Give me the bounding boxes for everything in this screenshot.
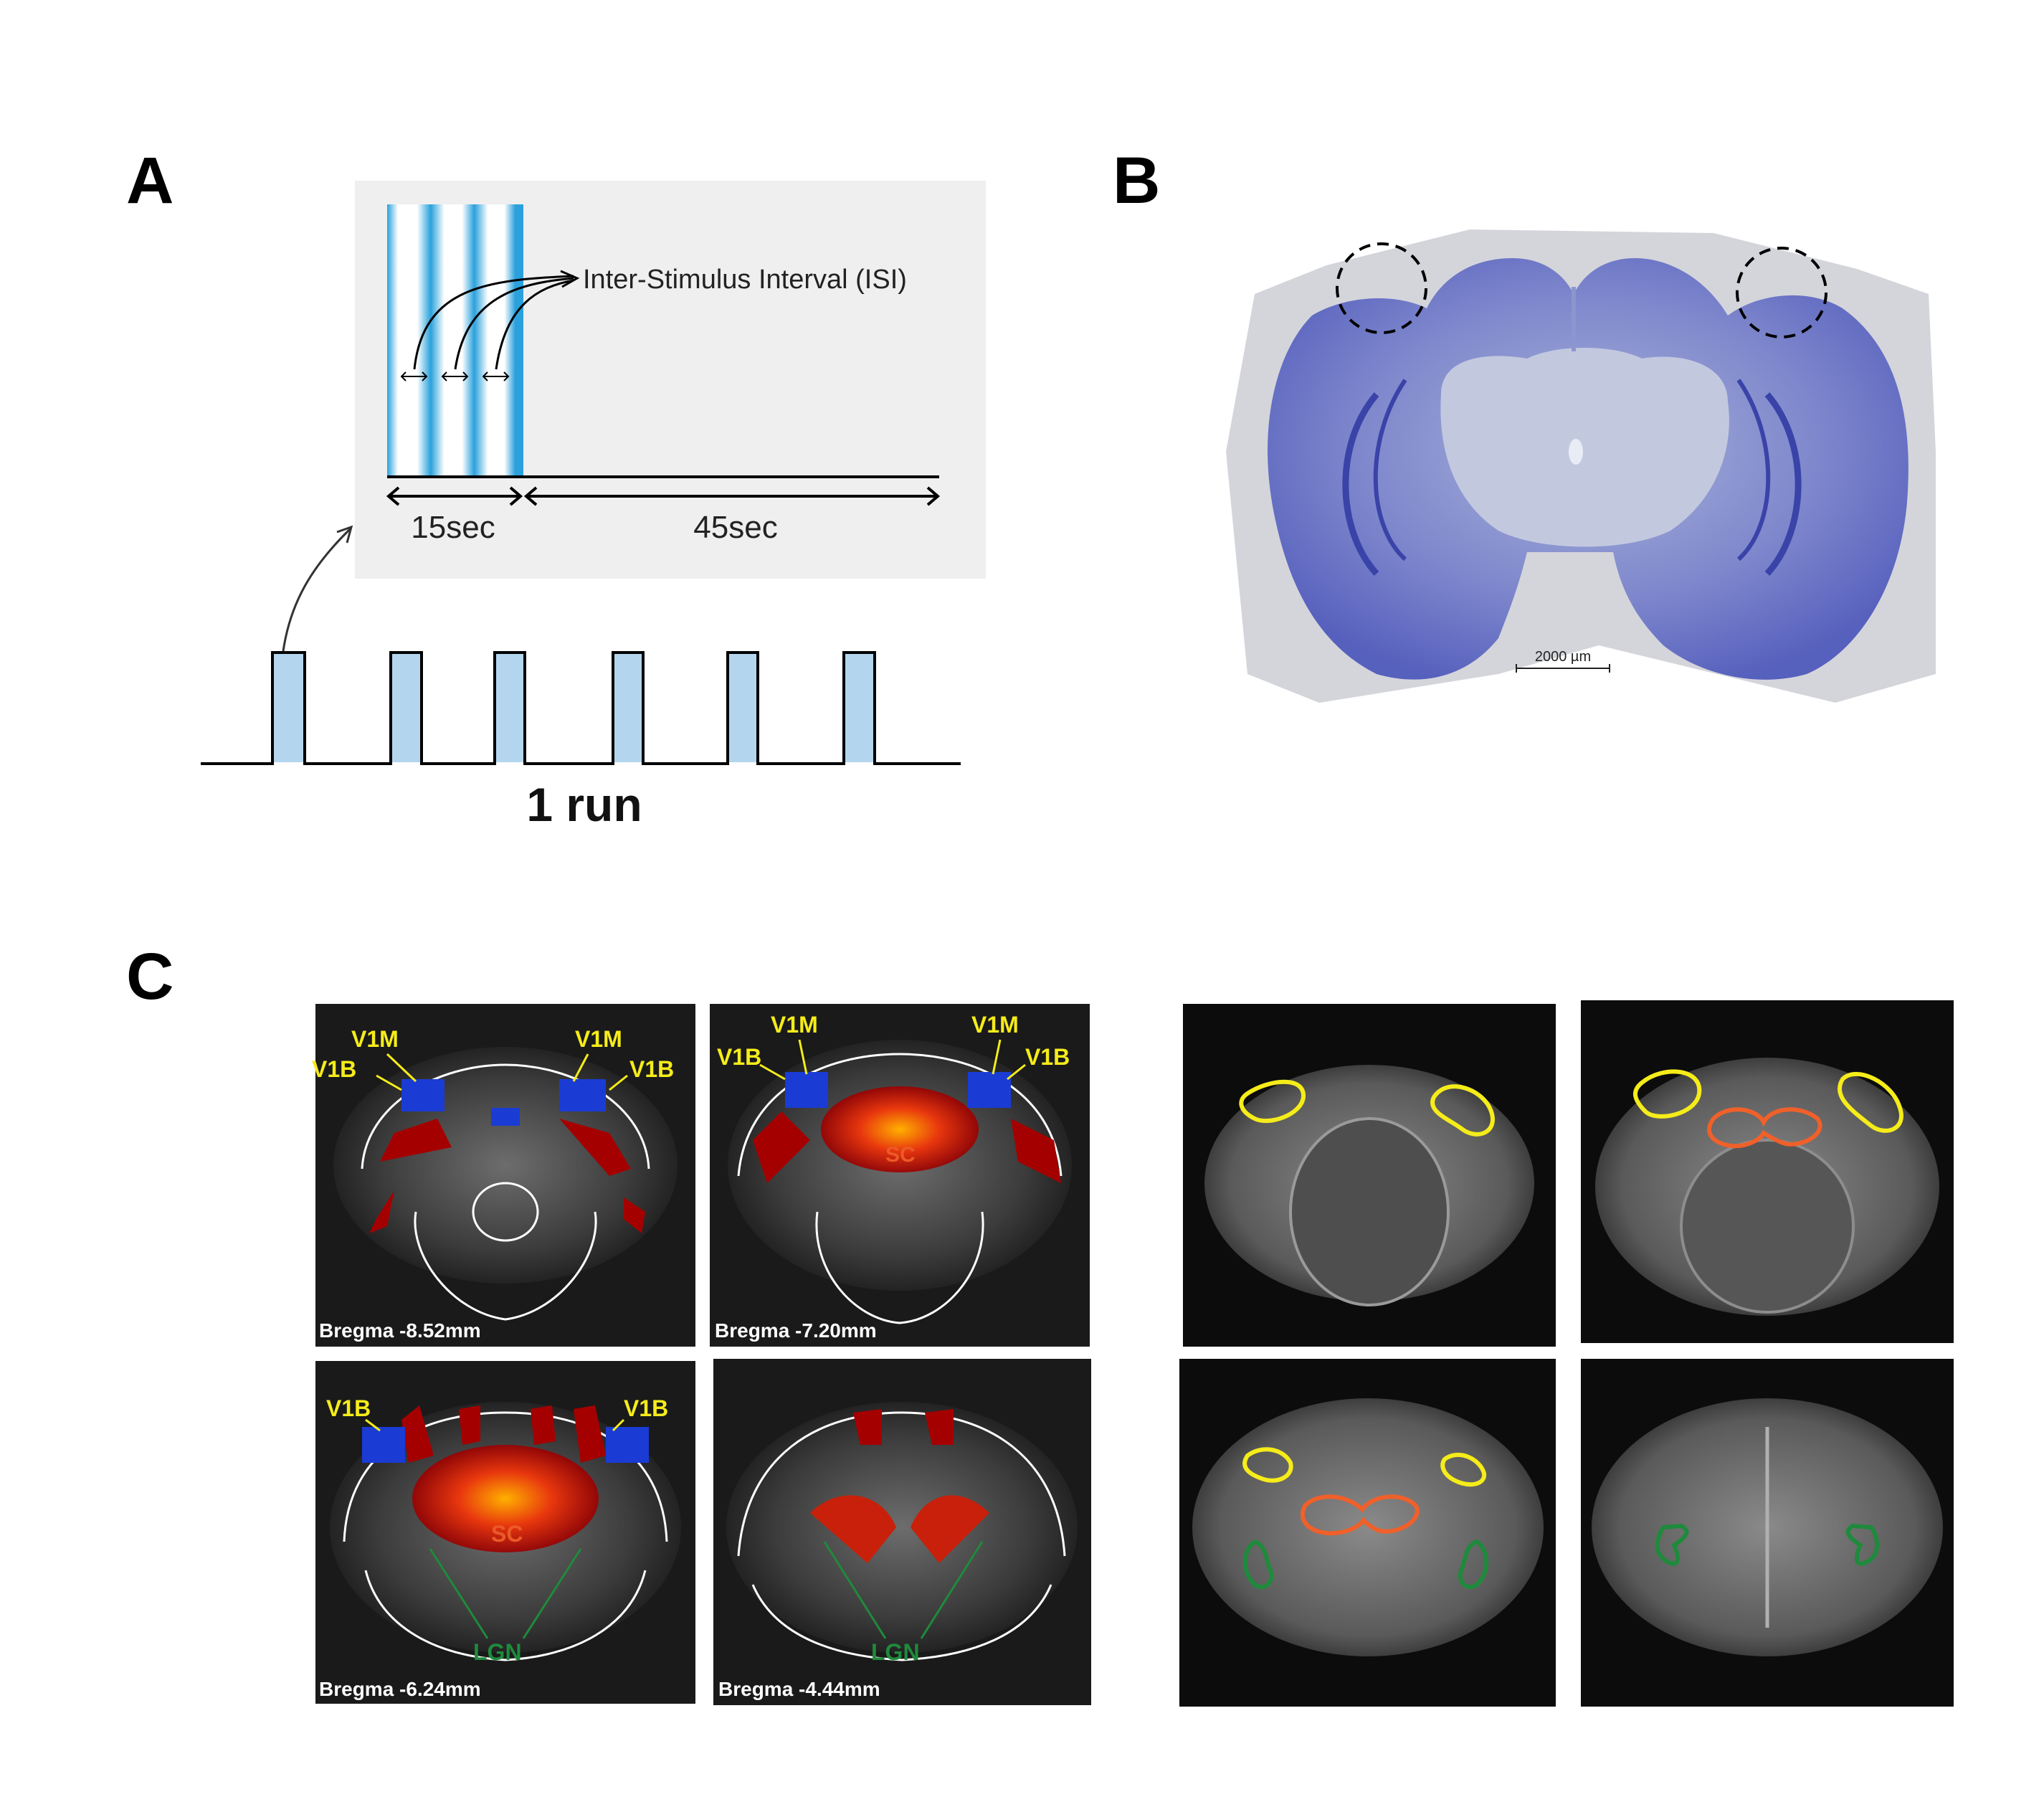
fmri-slice-3: V1B V1B SC LGN Bregma -6.24mm: [315, 1361, 695, 1704]
slice-2-label-v1b-right: V1B: [1025, 1044, 1070, 1070]
lesion-circle-right: [1736, 247, 1827, 338]
stim-block: [729, 654, 756, 762]
slice-2-label-v1m-left: V1M: [771, 1012, 818, 1038]
coronal-section: [1268, 258, 1908, 680]
panel-b-histology: 2000 µm: [1226, 229, 1936, 703]
panel-c-fmri-maps: V1M V1B V1M V1B Bregma -8.52mm V1M V1B S…: [312, 1004, 1091, 1705]
roi-slice-1: [1183, 1004, 1556, 1347]
slice-3-label-v1b-right: V1B: [624, 1395, 668, 1421]
slice-1-bregma: Bregma -8.52mm: [319, 1319, 481, 1342]
isi-duration-label: 45sec: [693, 510, 777, 545]
lesion-circle-left: [1336, 242, 1427, 334]
roi-slice-3: [1179, 1359, 1556, 1707]
stim-duration-label: 15sec: [411, 510, 495, 545]
duration-arrows: [386, 486, 941, 506]
slice-1-label-v1m-right: V1M: [575, 1026, 622, 1052]
grating-stimulus: [387, 204, 523, 477]
roi-slice-2: [1581, 1000, 1954, 1343]
roi-slice-4: [1581, 1359, 1954, 1707]
slice-1-label-v1m-left: V1M: [351, 1026, 399, 1052]
scale-bar-label: 2000 µm: [1535, 649, 1591, 665]
stim-block: [274, 654, 303, 762]
slice-2-label-v1b-left: V1B: [717, 1044, 761, 1070]
panel-c-roi-maps: [1179, 1000, 1954, 1707]
panel-b-letter: B: [1113, 144, 1161, 217]
panel-a-letter: A: [126, 144, 174, 217]
stim-block: [845, 654, 873, 762]
slice-2-bregma: Bregma -7.20mm: [715, 1319, 877, 1342]
isi-curved-arrows: [413, 270, 580, 370]
slice-1-label-v1b-left: V1B: [312, 1056, 356, 1082]
slice-3-label-lgn: LGN: [473, 1639, 522, 1665]
fmri-slice-1: V1M V1B V1M V1B Bregma -8.52mm: [312, 1004, 695, 1347]
slice-2-label-v1m-right: V1M: [971, 1012, 1019, 1038]
stim-block: [614, 654, 642, 762]
fmri-slice-4: LGN Bregma -4.44mm: [713, 1359, 1091, 1705]
slice-3-bregma: Bregma -6.24mm: [319, 1678, 481, 1700]
fmri-slice-2: V1M V1B SC V1M V1B Bregma -7.20mm: [710, 1004, 1090, 1347]
panel-c-letter: C: [126, 940, 174, 1013]
run-label: 1 run: [526, 778, 642, 831]
isi-label: Inter-Stimulus Interval (ISI): [583, 265, 907, 295]
scale-bar: 2000 µm: [1516, 649, 1610, 673]
slice-4-bregma: Bregma -4.44mm: [718, 1678, 880, 1700]
slice-2-label-sc: SC: [885, 1143, 916, 1167]
slice-4-label-lgn: LGN: [871, 1639, 920, 1665]
slice-3-label-v1b-left: V1B: [326, 1395, 371, 1421]
slice-3-label-sc: SC: [491, 1521, 523, 1547]
zoom-arrow: [282, 528, 351, 652]
panel-a-diagram: Inter-Stimulus Interval (ISI) 15sec 45se…: [201, 181, 986, 831]
stim-block: [496, 654, 523, 762]
slice-1-label-v1b-right: V1B: [629, 1056, 674, 1082]
stim-block: [392, 654, 420, 762]
isi-small-arrows: [400, 371, 510, 381]
block-design-timeline: [201, 651, 961, 765]
